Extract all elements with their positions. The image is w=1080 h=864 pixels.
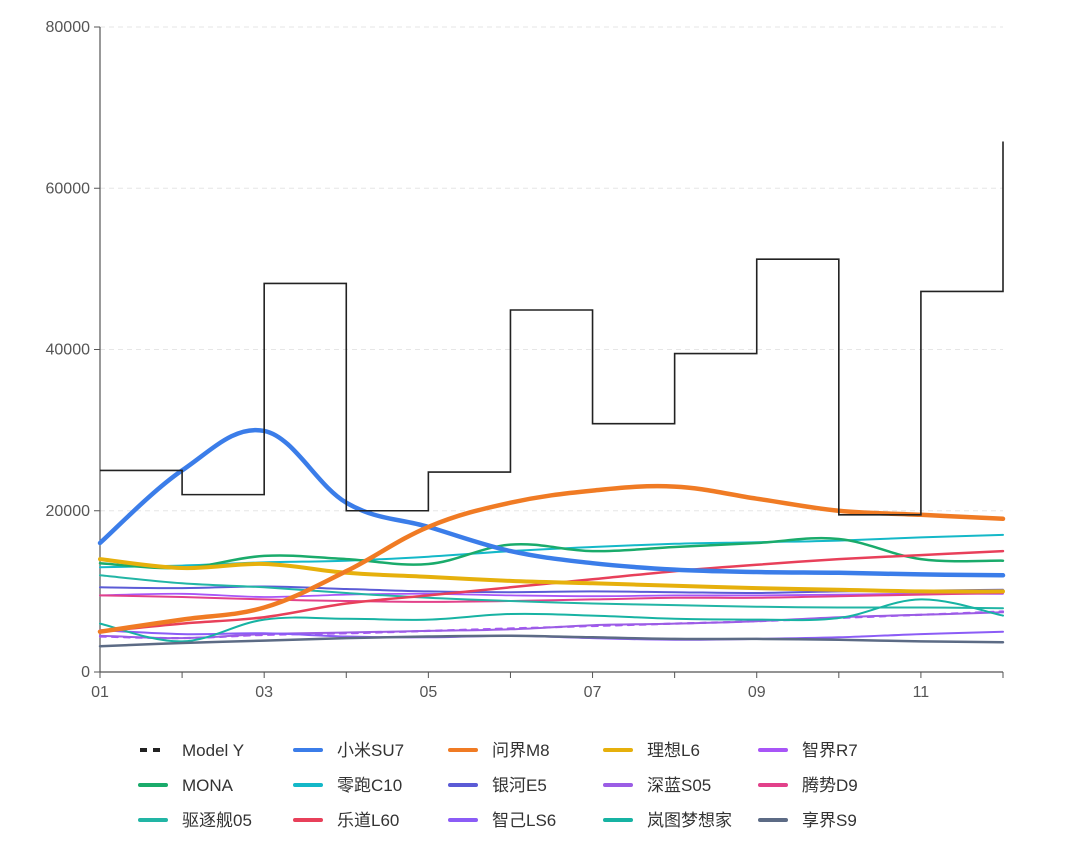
legend-item[interactable]: 享界S9 [758,811,857,830]
legend-label: 智界R7 [802,741,858,760]
legend-label: 智己LS6 [492,811,556,830]
x-tick-label: 09 [748,684,766,701]
x-tick-label: 05 [419,684,437,701]
legend-item[interactable]: 乐道L60 [293,811,399,830]
legend-label: MONA [182,776,234,795]
legend-label: 理想L6 [647,741,700,760]
y-tick-label: 60000 [46,180,91,197]
legend-item[interactable]: MONA [138,776,234,795]
legend-label: 享界S9 [802,811,857,830]
step-series [100,141,1004,516]
legend-item[interactable]: Model Y [140,741,244,760]
series-line [98,536,1005,570]
y-tick-label: 0 [81,664,90,681]
series-lines [97,427,1006,648]
legend-label: 乐道L60 [337,811,399,830]
legend-label: 深蓝S05 [647,776,711,795]
legend-item[interactable]: 问界M8 [448,741,550,760]
legend-item[interactable]: 驱逐舰05 [138,811,252,830]
legend-label: 岚图梦想家 [647,811,732,830]
legend-item[interactable]: 岚图梦想家 [603,811,732,830]
legend-item[interactable]: 智界R7 [758,741,858,760]
series-line [99,592,1004,598]
axes: 0 20000 40000 60000 80000 01 03 05 07 09 11 [46,19,1004,701]
y-tick-label: 40000 [46,342,91,359]
legend-label: 小米SU7 [337,741,404,760]
legend-label: 零跑C10 [337,776,402,795]
x-tick-label: 01 [91,684,109,701]
legend-item[interactable]: 理想L6 [603,741,700,760]
series-line [99,598,1004,643]
series-line [98,557,1005,594]
legend-label: 问界M8 [492,741,550,760]
legend-item[interactable]: 智己LS6 [448,811,556,830]
y-tick-label: 20000 [46,503,91,520]
x-tick-label: 03 [255,684,273,701]
series-line [99,533,1004,569]
legend-item[interactable]: 深蓝S05 [603,776,711,795]
legend: Model Y 小米SU7 问界M8 理想L6 智界R7 MONA 零跑C10 银河E5 深蓝S… [138,741,858,830]
step-line [100,141,1004,516]
grid-lines [100,26,1003,512]
legend-item[interactable]: 小米SU7 [293,741,404,760]
series-line [99,592,1004,603]
legend-label: 银河E5 [492,776,547,795]
series-line [98,634,1005,648]
legend-label: Model Y [182,741,244,760]
legend-item[interactable]: 银河E5 [448,776,547,795]
x-tick-label: 11 [913,684,930,701]
series-line [97,483,1006,634]
legend-item[interactable]: 腾势D9 [758,776,858,795]
series-line [97,427,1006,578]
series-line [99,574,1004,610]
legend-label: 驱逐舰05 [182,811,252,830]
y-tick-label: 80000 [46,19,91,36]
legend-label: 腾势D9 [802,776,858,795]
legend-item[interactable]: 零跑C10 [293,776,402,795]
x-tick-label: 07 [584,684,602,701]
